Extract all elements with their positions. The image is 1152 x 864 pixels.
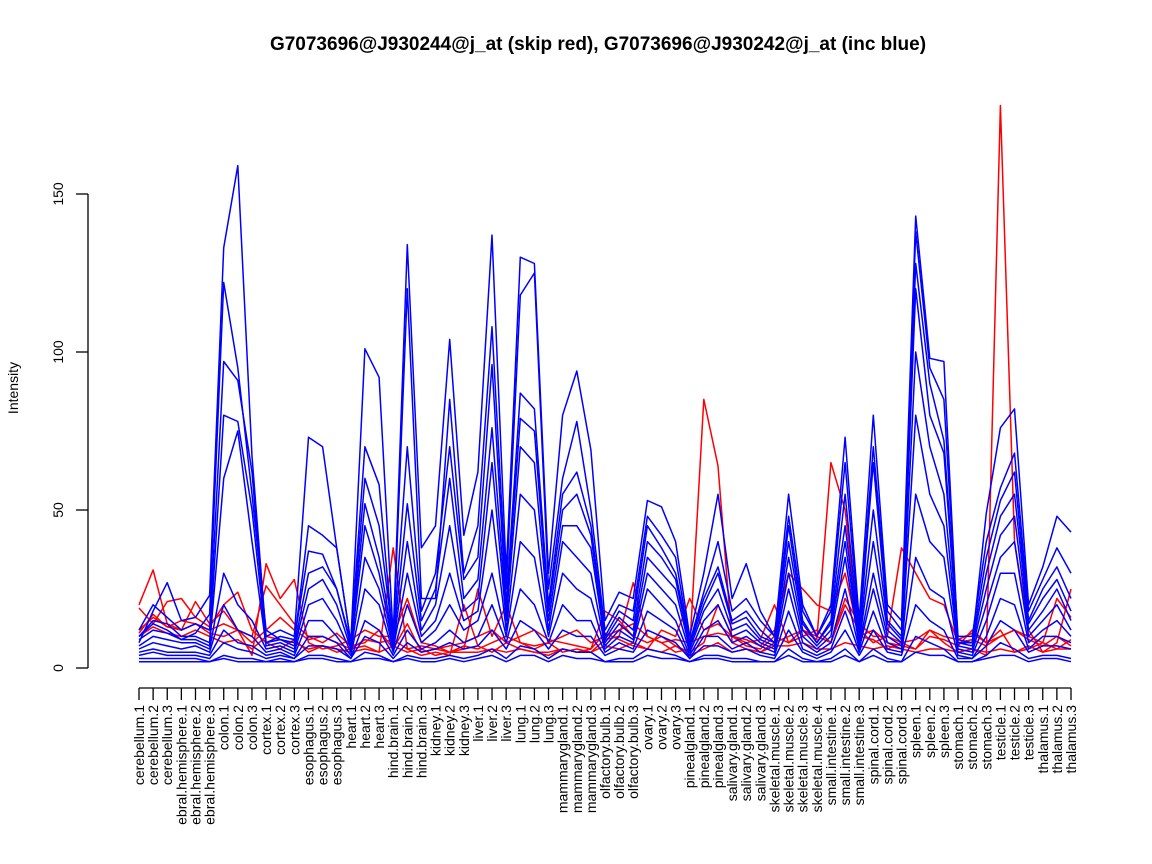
- series-line-1: [138, 104, 1072, 657]
- x-tick-label: lung.3: [541, 705, 557, 743]
- x-tick-label: lung.2: [526, 705, 542, 743]
- x-tick-label: pinealgland.2: [696, 705, 712, 789]
- series-line-11: [138, 414, 1072, 653]
- x-tick-label: esophagus.3: [329, 705, 345, 785]
- y-tick-label: 100: [50, 340, 66, 364]
- x-tick-label: mammarygland.2: [569, 705, 585, 813]
- x-tick-label: spinal.cord.3: [894, 705, 910, 785]
- x-tick-label: ebral.hemisphere.1: [173, 705, 189, 825]
- x-tick-label: salivary.gland.1: [724, 705, 740, 801]
- x-tick-label: testicle.2: [1007, 705, 1023, 760]
- series-line-14: [138, 604, 1072, 660]
- x-tick-label: ebral.hemisphere.2: [187, 705, 203, 825]
- y-axis-label: Intensity: [5, 362, 21, 414]
- x-tick-label: skeletal.muscle.3: [795, 705, 811, 813]
- series-line-9: [138, 288, 1072, 647]
- x-tick-label: spleen.3: [936, 705, 952, 758]
- x-tick-label: mammarygland.1: [555, 705, 571, 813]
- x-axis: cerebellum.1cerebellum.2cerebellum.3ebra…: [131, 687, 1079, 825]
- series-line-16: [139, 651, 1072, 663]
- x-tick-label: testicle.3: [1021, 705, 1037, 760]
- x-tick-label: thalamus.1: [1035, 705, 1051, 774]
- x-tick-label: mammarygland.3: [583, 705, 599, 813]
- x-tick-label: liver.2: [484, 705, 500, 742]
- x-tick-label: cortex.2: [272, 705, 288, 755]
- x-tick-label: olfactory.bulb.3: [625, 705, 641, 799]
- x-tick-label: pinealgland.1: [682, 705, 698, 789]
- x-tick-label: heart.3: [371, 705, 387, 749]
- x-tick-label: salivary.gland.2: [738, 705, 754, 801]
- x-tick-label: colon.2: [230, 705, 246, 750]
- x-tick-label: esophagus.1: [300, 705, 316, 785]
- x-tick-label: small.intestine.1: [823, 705, 839, 806]
- series-lines: [138, 104, 1072, 663]
- x-tick-label: spleen.2: [922, 705, 938, 758]
- x-tick-label: liver.3: [498, 705, 514, 742]
- x-tick-label: olfactory.bulb.1: [597, 705, 613, 799]
- x-tick-label: hind.brain.2: [399, 705, 415, 778]
- x-tick-label: olfactory.bulb.2: [611, 705, 627, 799]
- series-line-12: [138, 493, 1072, 657]
- x-tick-label: skeletal.muscle.1: [766, 705, 782, 813]
- chart-title: G7073696@J930244@j_at (skip red), G70736…: [270, 34, 926, 55]
- x-tick-label: hind.brain.1: [385, 705, 401, 778]
- x-tick-label: ovary.2: [653, 705, 669, 750]
- x-tick-label: hind.brain.3: [413, 705, 429, 778]
- x-tick-label: kidney.1: [428, 705, 444, 756]
- x-tick-label: ebral.hemisphere.3: [202, 705, 218, 825]
- x-tick-label: thalamus.2: [1049, 705, 1065, 774]
- x-tick-label: small.intestine.3: [851, 705, 867, 806]
- x-tick-label: stomach.3: [978, 705, 994, 770]
- x-tick-label: kidney.3: [456, 705, 472, 756]
- x-tick-label: liver.1: [470, 705, 486, 742]
- series-line-6: [138, 164, 1072, 644]
- x-tick-label: cerebellum.2: [145, 705, 161, 785]
- x-tick-label: small.intestine.2: [837, 705, 853, 806]
- x-tick-label: esophagus.2: [315, 705, 331, 785]
- x-tick-label: colon.3: [244, 705, 260, 750]
- x-tick-label: heart.2: [357, 705, 373, 749]
- series-line-7: [138, 231, 1072, 644]
- x-tick-label: cortex.3: [286, 705, 302, 755]
- x-tick-label: skeletal.muscle.2: [781, 705, 797, 813]
- x-tick-label: stomach.2: [964, 705, 980, 770]
- y-tick-label: 0: [50, 664, 66, 672]
- x-tick-label: skeletal.muscle.4: [809, 705, 825, 813]
- x-tick-label: cortex.1: [258, 705, 274, 755]
- x-tick-label: thalamus.3: [1063, 705, 1079, 774]
- x-tick-label: spinal.cord.1: [865, 705, 881, 785]
- x-tick-label: stomach.1: [950, 705, 966, 770]
- x-tick-label: cerebellum.1: [131, 705, 147, 785]
- x-tick-label: testicle.1: [992, 705, 1008, 760]
- y-axis: 0 50 100 150: [50, 182, 89, 672]
- x-tick-label: spinal.cord.2: [879, 705, 895, 785]
- x-tick-label: colon.1: [216, 705, 232, 750]
- y-tick-label: 50: [50, 502, 66, 518]
- x-tick-label: heart.1: [343, 705, 359, 749]
- y-tick-label: 150: [50, 182, 66, 206]
- x-tick-label: pinealgland.3: [710, 705, 726, 789]
- x-tick-label: ovary.3: [668, 705, 684, 750]
- x-tick-label: cerebellum.3: [159, 705, 175, 785]
- x-tick-label: spleen.1: [908, 705, 924, 758]
- series-line-10: [138, 351, 1072, 650]
- x-tick-label: lung.1: [512, 705, 528, 743]
- x-tick-label: salivary.gland.3: [752, 705, 768, 801]
- x-tick-label: ovary.1: [639, 705, 655, 750]
- x-tick-label: kidney.2: [442, 705, 458, 756]
